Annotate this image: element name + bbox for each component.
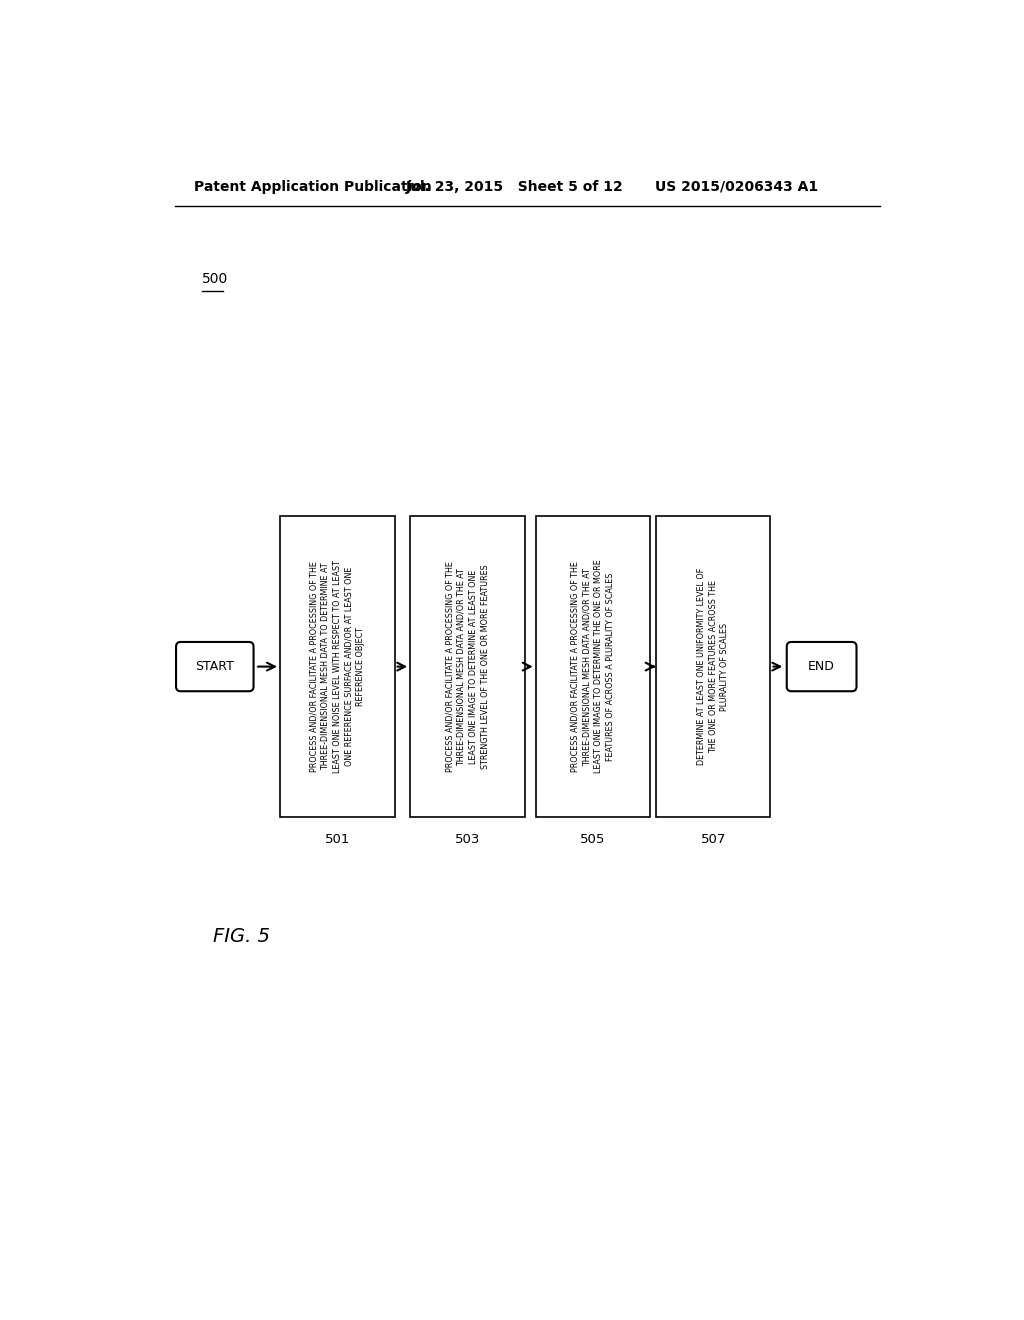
Text: DETERMINE AT LEAST ONE UNIFORMITY LEVEL OF
THE ONE OR MORE FEATURES ACROSS THE
P: DETERMINE AT LEAST ONE UNIFORMITY LEVEL … <box>696 568 729 766</box>
Text: Jul. 23, 2015   Sheet 5 of 12: Jul. 23, 2015 Sheet 5 of 12 <box>406 180 624 194</box>
Text: 507: 507 <box>700 833 726 846</box>
Text: 501: 501 <box>325 833 350 846</box>
Bar <box>655 516 770 817</box>
Text: US 2015/0206343 A1: US 2015/0206343 A1 <box>655 180 818 194</box>
Bar <box>536 516 650 817</box>
Text: PROCESS AND/OR FACILITATE A PROCESSING OF THE
THREE-DIMENSIONAL MESH DATA AND/OR: PROCESS AND/OR FACILITATE A PROCESSING O… <box>570 560 615 774</box>
Text: PROCESS AND/OR FACILITATE A PROCESSING OF THE
THREE-DIMENSIONAL MESH DATA TO DET: PROCESS AND/OR FACILITATE A PROCESSING O… <box>309 560 366 774</box>
Text: FIG. 5: FIG. 5 <box>213 927 270 945</box>
Text: Patent Application Publication: Patent Application Publication <box>194 180 432 194</box>
FancyBboxPatch shape <box>786 642 856 692</box>
Bar <box>410 516 525 817</box>
Text: 505: 505 <box>581 833 605 846</box>
FancyBboxPatch shape <box>176 642 254 692</box>
Text: 500: 500 <box>202 272 228 286</box>
Text: END: END <box>808 660 835 673</box>
Text: START: START <box>196 660 234 673</box>
Text: PROCESS AND/OR FACILITATE A PROCESSING OF THE
THREE-DIMENSIONAL MESH DATA AND/OR: PROCESS AND/OR FACILITATE A PROCESSING O… <box>445 561 489 772</box>
Bar <box>280 516 394 817</box>
Text: 503: 503 <box>455 833 480 846</box>
